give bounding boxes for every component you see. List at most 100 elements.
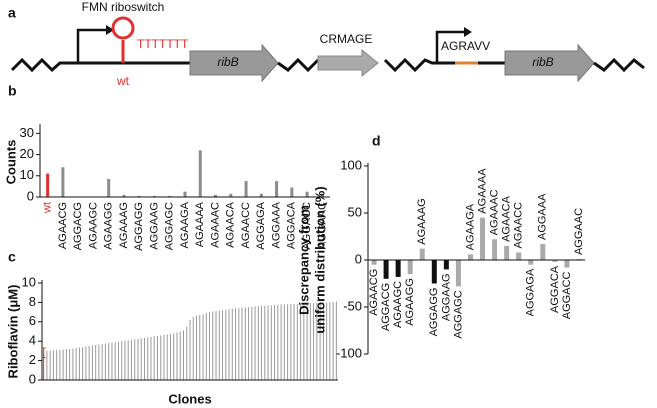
label: ribB — [532, 55, 553, 69]
x-tick-label: AGAACA — [501, 195, 513, 242]
y-tick-label: 30 — [20, 125, 34, 140]
x-tick-label: AGAAAA — [194, 201, 206, 247]
x-tick-label: AGGACG — [380, 283, 392, 331]
bar — [176, 332, 178, 380]
bar — [238, 308, 240, 380]
bar — [264, 305, 266, 380]
x-tick-label: AGGACG — [72, 202, 84, 250]
bar — [296, 303, 298, 380]
x-tick-label: AGGAGG — [133, 202, 145, 251]
x-tick-label: AGGAGG — [428, 288, 440, 337]
bar — [326, 302, 328, 380]
bar — [313, 302, 315, 380]
bar — [371, 260, 377, 265]
bar — [137, 338, 139, 380]
bar — [46, 173, 50, 197]
y-tick-label: 50 — [348, 204, 362, 219]
y-axis-label: Counts — [3, 140, 18, 185]
bar — [107, 178, 111, 197]
bar — [540, 244, 546, 260]
bar — [290, 187, 294, 197]
bar — [85, 346, 87, 380]
bar — [244, 181, 248, 197]
y-axis-label: Riboflavin (μM) — [5, 285, 20, 379]
bar — [407, 260, 413, 275]
bar — [214, 194, 218, 197]
bar — [143, 337, 145, 380]
dna — [10, 57, 75, 73]
bar — [150, 336, 152, 380]
bar — [280, 304, 282, 380]
bar — [257, 306, 259, 380]
bar — [69, 348, 71, 380]
bar — [173, 333, 175, 380]
x-tick-label: AGGACC — [301, 202, 313, 250]
x-tick-label: AGAACG — [368, 269, 380, 316]
bar — [222, 310, 224, 380]
y-tick-label: 2 — [29, 352, 36, 367]
x-tick-label: AGGAAC — [573, 208, 585, 255]
bar — [322, 302, 324, 380]
bar — [383, 260, 389, 279]
y-axis-label: Discrepancy from — [296, 205, 311, 315]
y-tick-label: -50 — [343, 298, 362, 313]
label: wt — [116, 74, 130, 88]
y-tick-label: 100 — [340, 157, 362, 172]
bar — [49, 350, 51, 380]
bar — [228, 309, 230, 380]
bar — [332, 301, 334, 380]
bar — [209, 312, 211, 380]
bar — [261, 305, 263, 380]
bar — [205, 313, 207, 380]
bar — [61, 167, 65, 197]
x-tick-label: AGAAGC — [87, 202, 99, 249]
x-tick-label: AGAAAC — [209, 202, 221, 248]
bar — [196, 315, 198, 380]
x-tick-label: AGGAGA — [255, 201, 267, 249]
bar — [283, 304, 285, 380]
x-tick-label: AGAAGG — [103, 202, 115, 250]
bar — [231, 308, 233, 380]
bar — [300, 303, 302, 380]
x-tick-label: AGGAAA — [537, 193, 549, 240]
bar — [274, 304, 276, 380]
bar — [305, 191, 309, 197]
bar — [467, 254, 473, 260]
promoter — [76, 28, 106, 63]
process-arrow — [317, 48, 379, 78]
bar — [212, 311, 214, 380]
y-axis-label: uniform distribution (%) — [312, 186, 327, 333]
bar — [98, 344, 100, 380]
bar — [287, 304, 289, 380]
bar — [198, 150, 202, 197]
bar — [186, 326, 188, 380]
bar — [192, 316, 194, 380]
bar — [160, 335, 162, 380]
bar — [254, 306, 256, 380]
bar — [241, 307, 243, 380]
bar — [179, 331, 181, 380]
bar — [153, 336, 155, 380]
bar — [270, 305, 272, 380]
label: AGRAVV — [441, 39, 490, 53]
bar — [59, 349, 61, 380]
x-tick-label: AGAAGA — [464, 203, 476, 250]
x-tick-label: AGAAGA — [179, 201, 191, 248]
bar — [309, 302, 311, 380]
arrowhead — [464, 27, 472, 37]
y-tick-label: 0 — [29, 371, 36, 386]
bar — [244, 307, 246, 380]
bar — [65, 348, 67, 380]
x-tick-label: AGAAAC — [488, 189, 500, 235]
dna — [593, 57, 645, 73]
dna — [277, 57, 320, 73]
bar — [127, 340, 129, 380]
label: FMN riboswitch — [82, 0, 165, 14]
x-tick-label: AGAAAG — [416, 198, 428, 244]
bar — [75, 347, 77, 380]
riboswitch — [111, 16, 135, 40]
bar — [140, 338, 142, 380]
bar — [189, 319, 191, 380]
x-tick-label: wt — [42, 202, 54, 214]
bar — [431, 260, 437, 284]
